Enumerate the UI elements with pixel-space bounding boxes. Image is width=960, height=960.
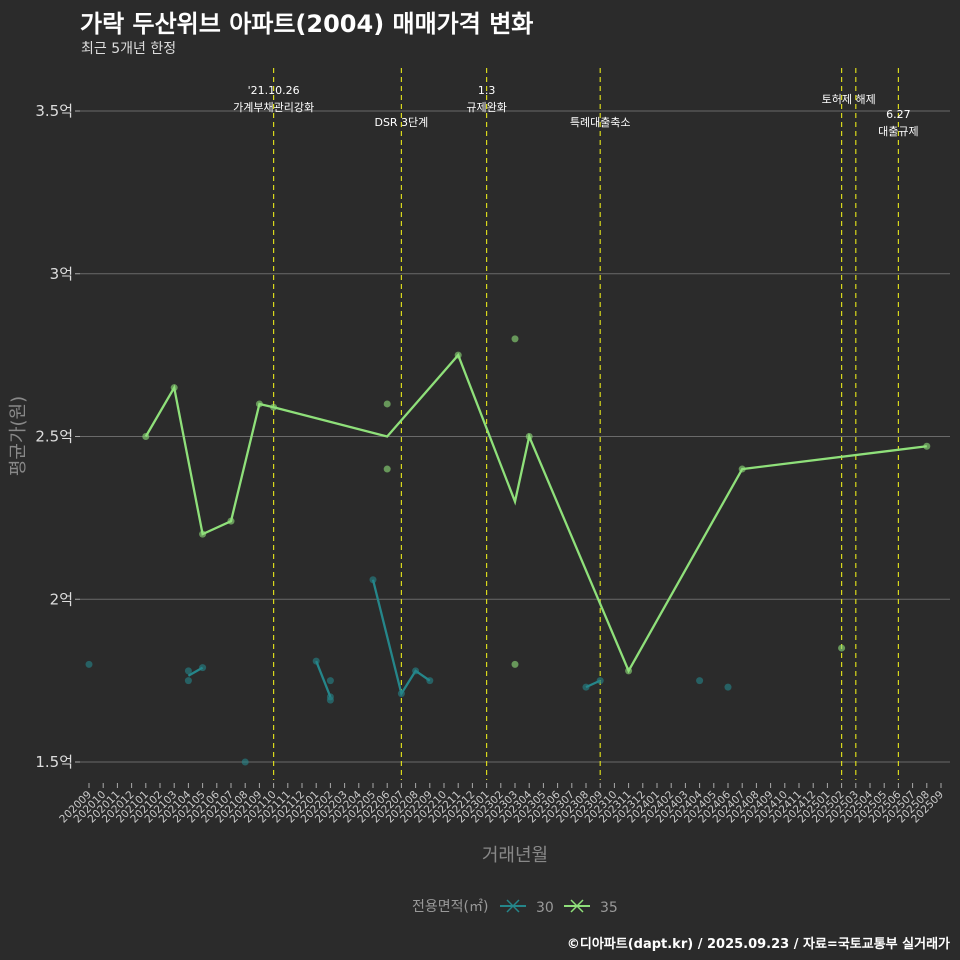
y-tick-label: 2억 <box>50 590 73 608</box>
event-label: 가계부채관리강화 <box>233 101 314 114</box>
chart-title: 가락 두산위브 아파트(2004) 매매가격 변화 <box>80 10 534 38</box>
chart-subtitle: 최근 5개년 한정 <box>81 41 177 57</box>
series-30-point <box>85 660 93 668</box>
event-label: 6.27 <box>886 108 911 121</box>
legend-key-cross <box>506 899 520 913</box>
y-tick-label: 3억 <box>50 265 73 283</box>
series-30-point <box>184 667 192 675</box>
event-label: 규제완화 <box>466 101 506 114</box>
series-35-point <box>838 644 846 652</box>
series-30-point <box>412 667 420 675</box>
series-35-point <box>142 433 150 440</box>
series-35-point <box>199 530 207 538</box>
series-35-point <box>511 660 519 668</box>
y-tick-label: 1.5억 <box>35 753 73 771</box>
series-30-point <box>426 677 434 685</box>
series-35-point <box>270 403 278 411</box>
x-axis-label: 거래년월 <box>482 845 548 866</box>
series-35-point <box>738 465 746 473</box>
series-30-point <box>724 683 732 691</box>
series-30-point <box>369 576 377 584</box>
legend-label: 30 <box>536 900 554 916</box>
series-35-point <box>511 335 519 343</box>
series-30-point <box>596 677 604 685</box>
series-35-point <box>227 517 235 525</box>
series-35-point <box>454 351 462 359</box>
event-label: DSR 3단계 <box>374 116 428 129</box>
series-35-point <box>923 442 931 450</box>
y-axis-label: 평균가(원) <box>8 396 29 476</box>
event-label: 1.3 <box>478 84 496 97</box>
legend-key-cross <box>570 899 584 913</box>
event-label: 특례대출축소 <box>570 116 631 129</box>
y-tick-label: 3.5억 <box>35 102 73 120</box>
series-30-point <box>326 677 334 685</box>
y-tick-label: 2.5억 <box>35 428 73 446</box>
series-30-point <box>241 758 249 766</box>
series-35-point <box>170 384 178 392</box>
series-30-point <box>326 696 334 704</box>
event-label: 토허제 해제 <box>822 92 876 106</box>
series-30-point <box>199 664 207 672</box>
series-35-point <box>255 400 263 408</box>
event-label: 대출규제 <box>878 125 918 138</box>
legend-label: 35 <box>600 900 618 916</box>
series-30-point <box>696 677 704 685</box>
series-35-point <box>383 465 391 473</box>
series-30-point <box>184 677 192 685</box>
series-35-point <box>525 433 533 440</box>
series-30-point <box>312 657 320 665</box>
legend-title: 전용면적(㎡) <box>412 899 488 915</box>
series-30-line <box>371 579 431 697</box>
series-30-line <box>315 660 332 698</box>
event-label: '21.10.26 <box>248 84 300 97</box>
series-35-line <box>144 352 927 674</box>
series-35-point <box>625 667 633 675</box>
series-30-point <box>582 683 590 691</box>
source-credit: ©디아파트(dapt.kr) / 2025.09.23 / 자료=국토교통부 실… <box>566 937 950 952</box>
series-30-point <box>397 690 405 698</box>
series-35-point <box>383 400 391 408</box>
